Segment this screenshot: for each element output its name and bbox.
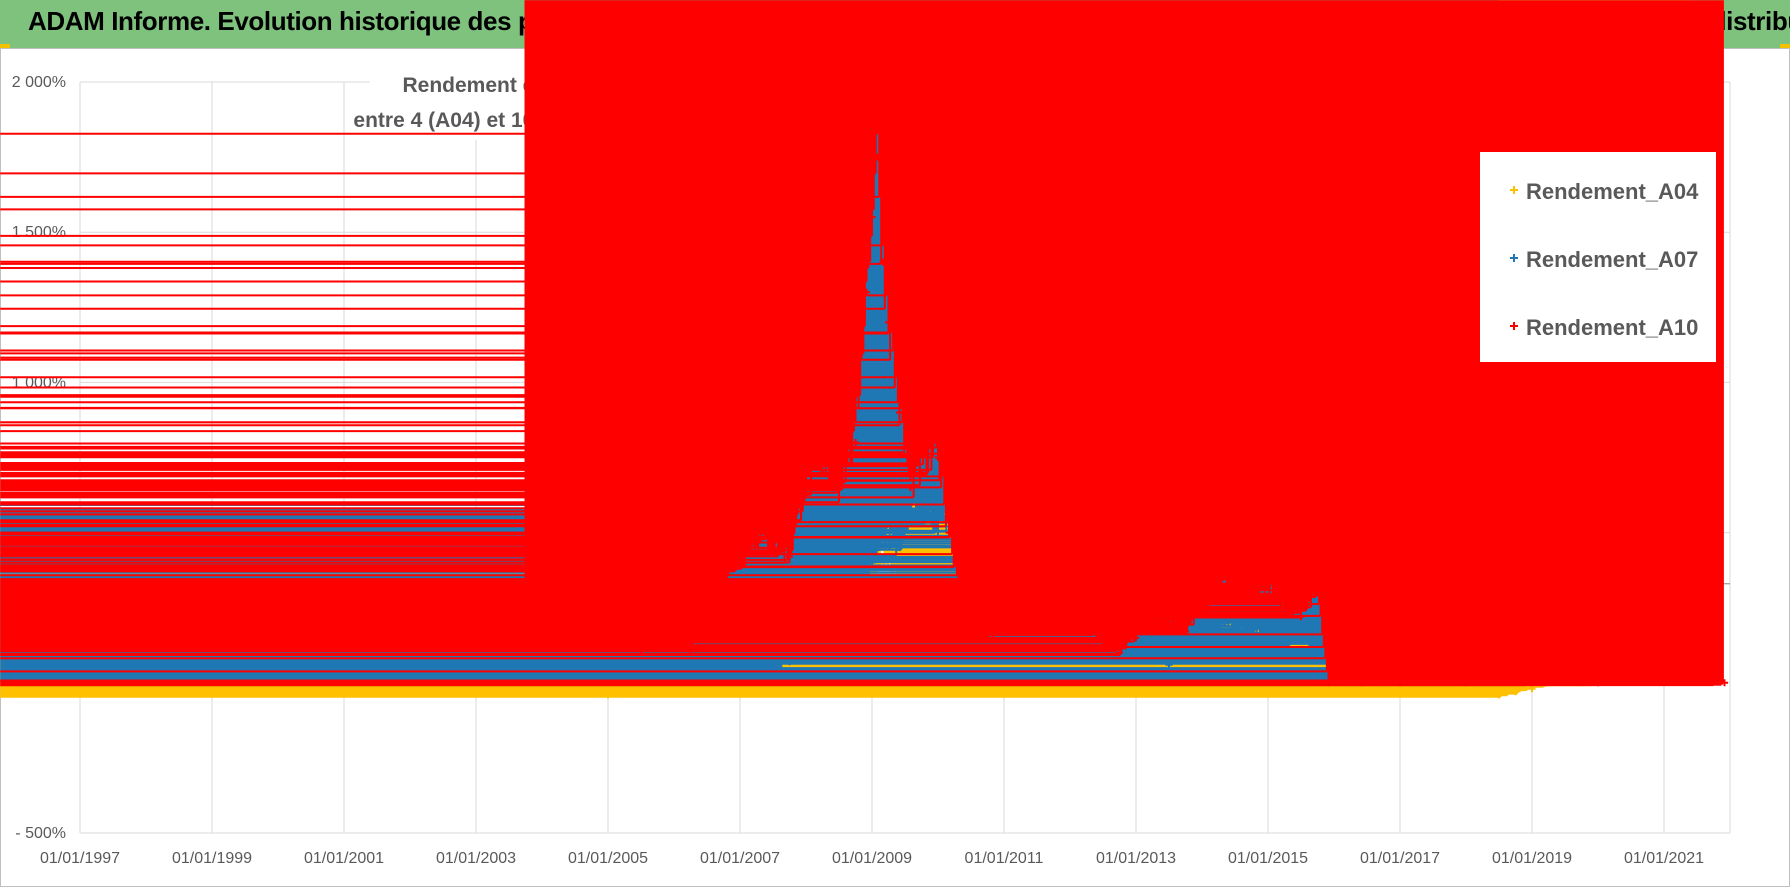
- series-Rendement_A10: [0, 0, 1728, 687]
- data-markers-Rendement_A10: [0, 0, 1724, 687]
- corner-accent-left: [0, 44, 10, 48]
- x-tick-label: 01/01/1999: [172, 850, 252, 867]
- x-tick-label: 01/01/2001: [304, 850, 384, 867]
- x-tick-label: 01/01/2017: [1360, 850, 1440, 867]
- legend-marker-Rendement_A07: [1510, 254, 1518, 262]
- y-tick-label: 1 500%: [12, 224, 66, 241]
- x-tick-label: 01/01/2013: [1096, 850, 1176, 867]
- legend-marker-Rendement_A04: [1510, 186, 1518, 194]
- x-tick-label: 01/01/2019: [1492, 850, 1572, 867]
- x-tick-label: 01/01/2015: [1228, 850, 1308, 867]
- corner-accent-right: [1780, 44, 1790, 48]
- x-tick-label: 01/01/1997: [40, 850, 120, 867]
- y-tick-label: 2 000%: [12, 74, 66, 91]
- x-tick-label: 01/01/2005: [568, 850, 648, 867]
- legend-marker-Rendement_A10: [1510, 322, 1518, 330]
- x-tick-label: 01/01/2007: [700, 850, 780, 867]
- legend-background: [1480, 152, 1716, 362]
- legend-label-Rendement_A10: Rendement_A10: [1526, 315, 1698, 340]
- x-tick-label: 01/01/2009: [832, 850, 912, 867]
- legend-label-Rendement_A04: Rendement_A04: [1526, 179, 1699, 204]
- x-tick-label: 01/01/2003: [436, 850, 516, 867]
- y-tick-label: - 500%: [15, 825, 66, 842]
- x-tick-label: 01/01/2021: [1624, 850, 1704, 867]
- x-tick-label: 01/01/2011: [965, 850, 1044, 867]
- legend-label-Rendement_A07: Rendement_A07: [1526, 247, 1698, 272]
